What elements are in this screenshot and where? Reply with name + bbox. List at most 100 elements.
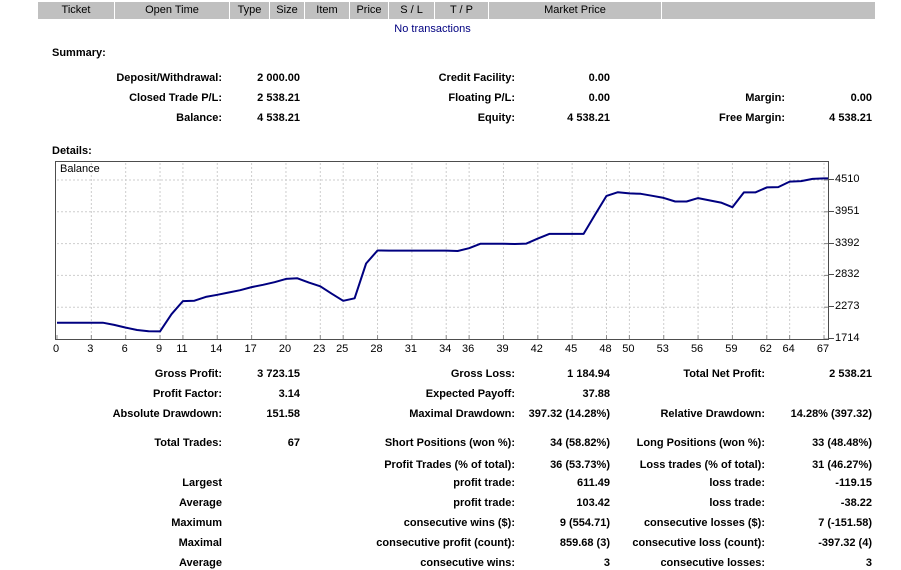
- column-header-ticket: Ticket: [38, 2, 114, 19]
- stats-row: Maximal consecutive profit (count): 859.68…: [0, 536, 901, 550]
- blank-label: [610, 387, 765, 401]
- x-axis-label: 28: [362, 343, 392, 355]
- largest-label: Largest: [20, 476, 222, 490]
- consecutive-losses-value: 7 (-151.58): [760, 516, 872, 530]
- total-net-profit-label: Total Net Profit:: [610, 367, 765, 381]
- closed-trade-p-l-value: 2 538.21: [230, 91, 300, 105]
- summary-row: Balance:4 538.21Equity:4 538.21Free Marg…: [0, 111, 901, 125]
- maximum-value: [230, 516, 300, 530]
- long-positions-won-value: 33 (48.48%): [760, 436, 872, 450]
- x-axis-label: 0: [41, 343, 71, 355]
- floating-p-l-label: Floating P/L:: [300, 91, 515, 105]
- total-trades-value: 67: [230, 436, 300, 450]
- maximal-label: Maximal: [20, 536, 222, 550]
- stats-row: Maximumconsecutive wins ($):9 (554.71)co…: [0, 516, 901, 530]
- consecutive-wins-value: 9 (554.71): [520, 516, 610, 530]
- x-axis-label: 50: [613, 343, 643, 355]
- x-axis-label: 14: [201, 343, 231, 355]
- maximum-label: Maximum: [20, 516, 222, 530]
- no-transactions-note: No transactions: [38, 23, 827, 35]
- blank-value: [760, 71, 872, 85]
- profit-trade-label: profit trade:: [300, 496, 515, 510]
- total-trades-label: Total Trades:: [20, 436, 222, 450]
- deposit-withdrawal-value: 2 000.00: [230, 71, 300, 85]
- column-header-market-price: Market Price: [489, 2, 661, 19]
- gross-profit-label: Gross Profit:: [20, 367, 222, 381]
- equity-label: Equity:: [300, 111, 515, 125]
- largest-value: [230, 476, 300, 490]
- profit-trades-of-total-label: Profit Trades (% of total):: [300, 458, 515, 472]
- maximal-value: [230, 536, 300, 550]
- blank-label: [20, 458, 222, 472]
- average-value: [230, 496, 300, 510]
- x-axis-label: 36: [453, 343, 483, 355]
- y-axis-tick-mark: [829, 338, 834, 339]
- column-header-s-l: S / L: [389, 2, 434, 19]
- consecutive-losses-label: consecutive losses:: [610, 556, 765, 570]
- profit-trade-value: 611.49: [520, 476, 610, 490]
- relative-drawdown-value: 14.28% (397.32): [760, 407, 872, 421]
- expected-payoff-value: 37.88: [520, 387, 610, 401]
- blank-value: [230, 458, 300, 472]
- average-label: Average: [20, 556, 222, 570]
- summary-title: Summary:: [52, 46, 106, 60]
- x-axis-label: 56: [682, 343, 712, 355]
- margin-label: Margin:: [600, 91, 785, 105]
- x-axis-label: 25: [327, 343, 357, 355]
- profit-trade-value: 103.42: [520, 496, 610, 510]
- margin-value: 0.00: [760, 91, 872, 105]
- gross-profit-value: 3 723.15: [230, 367, 300, 381]
- x-axis-label: 45: [556, 343, 586, 355]
- equity-value: 4 538.21: [520, 111, 610, 125]
- total-net-profit-value: 2 538.21: [760, 367, 872, 381]
- credit-facility-label: Credit Facility:: [300, 71, 515, 85]
- free-margin-value: 4 538.21: [760, 111, 872, 125]
- x-axis-label: 67: [808, 343, 838, 355]
- column-header-blank: [662, 2, 875, 19]
- column-header-item: Item: [305, 2, 349, 19]
- closed-trade-p-l-label: Closed Trade P/L:: [20, 91, 222, 105]
- y-axis-label: 2832: [835, 268, 859, 280]
- stats-row: Average consecutive wins: 3consecutive los…: [0, 556, 901, 570]
- balance-value: 4 538.21: [230, 111, 300, 125]
- stats-row: Profit Factor:3.14Expected Payoff:37.88: [0, 387, 901, 401]
- gross-loss-label: Gross Loss:: [300, 367, 515, 381]
- y-axis-tick-mark: [829, 243, 834, 244]
- details-title: Details:: [52, 144, 92, 158]
- maximal-drawdown-value: 397.32 (14.28%): [520, 407, 610, 421]
- maximal-drawdown-label: Maximal Drawdown:: [300, 407, 515, 421]
- absolute-drawdown-label: Absolute Drawdown:: [20, 407, 222, 421]
- chart-series-label: Balance: [60, 163, 100, 175]
- y-axis-label: 2273: [835, 300, 859, 312]
- x-axis-label: 3: [75, 343, 105, 355]
- short-positions-won-value: 34 (58.82%): [520, 436, 610, 450]
- x-axis-label: 59: [716, 343, 746, 355]
- profit-factor-value: 3.14: [230, 387, 300, 401]
- balance-line: [57, 178, 828, 331]
- gross-loss-value: 1 184.94: [520, 367, 610, 381]
- consecutive-profit-count-label: consecutive profit (count):: [300, 536, 515, 550]
- x-axis-label: 11: [167, 343, 197, 355]
- y-axis-label: 1714: [835, 332, 859, 344]
- column-header-t-p: T / P: [435, 2, 488, 19]
- loss-trades-of-total-label: Loss trades (% of total):: [610, 458, 765, 472]
- consecutive-wins-value: 3: [520, 556, 610, 570]
- consecutive-profit-count-value: 859.68 (3): [520, 536, 610, 550]
- average-value: [230, 556, 300, 570]
- column-header-size: Size: [270, 2, 304, 19]
- summary-row: Deposit/Withdrawal:2 000.00Credit Facili…: [0, 71, 901, 85]
- balance-chart-canvas: [56, 162, 828, 339]
- stats-row: Total Trades:67Short Positions (won %):3…: [0, 436, 901, 450]
- y-axis-tick-mark: [829, 274, 834, 275]
- balance-chart: Balance: [55, 161, 829, 340]
- stats-row: Absolute Drawdown: 151.58Maximal Drawdown…: [0, 407, 901, 421]
- consecutive-loss-count-label: consecutive loss (count):: [610, 536, 765, 550]
- y-axis-tick-mark: [829, 306, 834, 307]
- stats-row: Averageprofit trade:103.42loss trade:-38…: [0, 496, 901, 510]
- y-axis-tick-mark: [829, 211, 834, 212]
- column-header-open-time: Open Time: [115, 2, 229, 19]
- absolute-drawdown-value: 151.58: [230, 407, 300, 421]
- column-header-price: Price: [350, 2, 388, 19]
- consecutive-wins-label: consecutive wins:: [300, 556, 515, 570]
- blank-label: [600, 71, 785, 85]
